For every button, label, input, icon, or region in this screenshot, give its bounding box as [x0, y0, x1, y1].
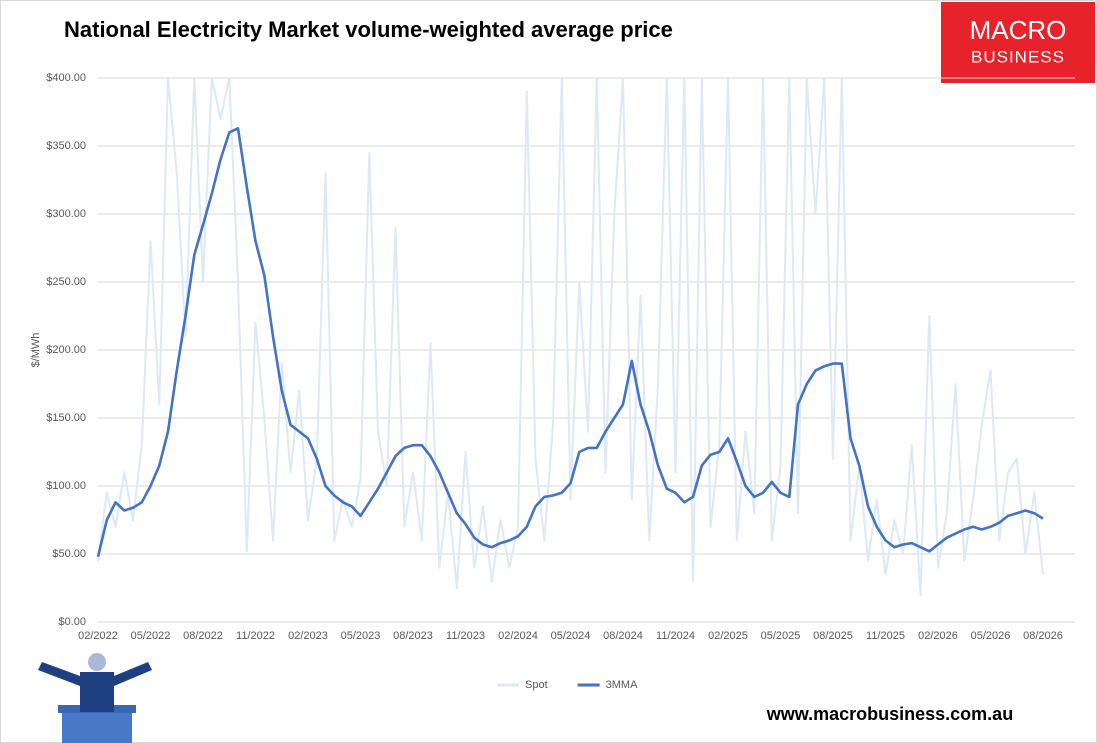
y-tick-label: $250.00: [46, 276, 86, 288]
logo-text: MACRO: [970, 15, 1067, 45]
y-tick-label: $300.00: [46, 208, 86, 220]
x-tick-label: 02/2024: [498, 630, 538, 642]
legend-label: 3MMA: [606, 679, 638, 691]
x-tick-label: 08/2025: [813, 630, 853, 642]
x-tick-label: 11/2025: [866, 630, 905, 642]
x-tick-label: 08/2022: [183, 630, 223, 642]
y-tick-label: $100.00: [46, 480, 86, 492]
x-tick-label: 08/2024: [603, 630, 643, 642]
legend-label: Spot: [525, 679, 548, 691]
y-axis-label: $/MWh: [30, 333, 42, 368]
x-tick-label: 02/2022: [78, 630, 118, 642]
x-tick-label: 05/2026: [971, 630, 1011, 642]
y-tick-label: $400.00: [46, 72, 86, 84]
y-tick-label: $150.00: [46, 412, 86, 424]
series-line: [97, 77, 1044, 596]
x-tick-label: 02/2026: [918, 630, 958, 642]
x-tick-label: 02/2023: [288, 630, 328, 642]
y-tick-label: $200.00: [46, 344, 86, 356]
y-tick-label: $50.00: [52, 548, 86, 560]
logo-text: BUSINESS: [971, 47, 1065, 66]
x-tick-label: 11/2022: [236, 630, 275, 642]
x-tick-label: 05/2025: [761, 630, 801, 642]
x-tick-label: 11/2024: [656, 630, 695, 642]
chart-title: National Electricity Market volume-weigh…: [64, 17, 673, 42]
x-tick-label: 11/2023: [446, 630, 485, 642]
x-tick-label: 05/2022: [131, 630, 171, 642]
x-tick-label: 08/2026: [1023, 630, 1063, 642]
y-tick-label: $350.00: [46, 140, 86, 152]
x-tick-label: 02/2025: [708, 630, 748, 642]
series-line: [96, 127, 1044, 558]
x-tick-label: 05/2023: [341, 630, 381, 642]
y-tick-label: $0.00: [58, 616, 86, 628]
footer-url: www.macrobusiness.com.au: [766, 704, 1013, 724]
person-illustration: [38, 653, 152, 743]
logo-box: [941, 2, 1095, 83]
x-tick-label: 08/2023: [393, 630, 433, 642]
x-tick-label: 05/2024: [551, 630, 591, 642]
